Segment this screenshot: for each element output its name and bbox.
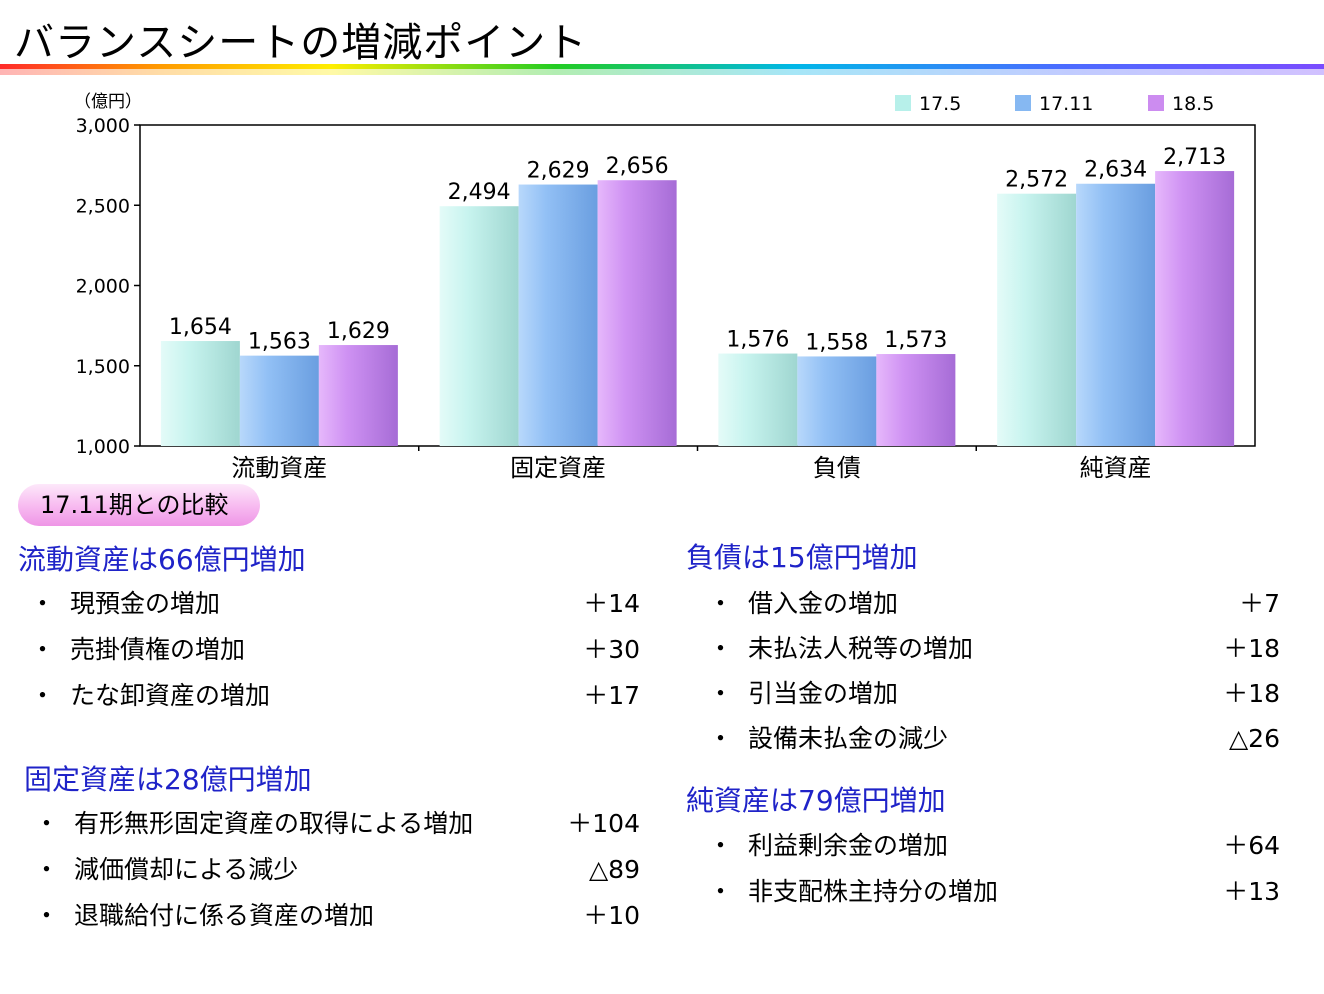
list-item-value: ＋104 bbox=[567, 809, 640, 838]
list-item-value: ＋30 bbox=[583, 635, 640, 664]
data-label: 2,494 bbox=[448, 180, 511, 205]
list-item-text: 未払法人税等の増加 bbox=[748, 634, 974, 663]
list-item-text: 設備未払金の減少 bbox=[748, 724, 949, 753]
x-category-label: 固定資産 bbox=[510, 454, 606, 482]
list-item-value: ＋7 bbox=[1239, 589, 1280, 618]
page-title: バランスシートの増減ポイント bbox=[14, 20, 588, 66]
bar-17.5 bbox=[439, 206, 519, 446]
data-label: 2,713 bbox=[1163, 145, 1226, 170]
bar-18.5 bbox=[1155, 171, 1235, 446]
fixed-assets-heading: 固定資産は28億円増加 bbox=[24, 763, 312, 796]
list-item-text: 利益剰余金の増加 bbox=[748, 831, 949, 860]
list-item: ・非支配株主持分の増加 ＋13 bbox=[708, 875, 1280, 909]
data-label: 2,634 bbox=[1084, 158, 1147, 183]
x-category-label: 負債 bbox=[813, 454, 861, 482]
liabilities-heading: 負債は15億円増加 bbox=[686, 541, 918, 574]
list-item-value: △89 bbox=[588, 855, 640, 884]
bullet-icon: ・ bbox=[708, 679, 734, 708]
list-item-text: 借入金の増加 bbox=[748, 589, 899, 618]
list-item-text: たな卸資産の増加 bbox=[70, 681, 271, 710]
legend-label: 17.11 bbox=[1039, 93, 1093, 115]
list-item: ・借入金の増加 ＋7 bbox=[708, 587, 1280, 621]
list-item: ・未払法人税等の増加 ＋18 bbox=[708, 632, 1280, 666]
list-item-value: ＋18 bbox=[1223, 634, 1280, 663]
list-item: ・売掛債権の増加 ＋30 bbox=[30, 633, 640, 667]
data-label: 1,563 bbox=[248, 330, 311, 355]
legend-label: 17.5 bbox=[919, 93, 961, 115]
current-assets-heading: 流動資産は66億円増加 bbox=[18, 543, 306, 576]
bullet-icon: ・ bbox=[34, 855, 60, 884]
bar-18.5 bbox=[876, 354, 956, 446]
list-item-text: 有形無形固定資産の取得による増加 bbox=[74, 809, 474, 838]
equity-heading: 純資産は79億円増加 bbox=[686, 784, 946, 817]
list-item: ・たな卸資産の増加 ＋17 bbox=[30, 679, 640, 713]
data-label: 1,558 bbox=[805, 330, 868, 355]
bar-17.11 bbox=[1076, 183, 1156, 447]
comparison-badge: 17.11期との比較 bbox=[18, 484, 260, 526]
list-item-value: △26 bbox=[1228, 724, 1280, 753]
list-item-value: ＋17 bbox=[583, 681, 640, 710]
list-item: ・引当金の増加 ＋18 bbox=[708, 677, 1280, 711]
bullet-icon: ・ bbox=[708, 634, 734, 663]
data-label: 1,573 bbox=[884, 328, 947, 353]
y-tick-label: 1,500 bbox=[76, 356, 130, 378]
list-item-text: 非支配株主持分の増加 bbox=[748, 877, 999, 906]
list-item: ・利益剰余金の増加 ＋64 bbox=[708, 829, 1280, 863]
legend-label: 18.5 bbox=[1172, 93, 1214, 115]
data-label: 2,572 bbox=[1005, 168, 1068, 193]
y-tick-label: 1,000 bbox=[76, 436, 130, 458]
bullet-icon: ・ bbox=[34, 901, 60, 930]
bar-chart: 1,000 1,500 2,000 2,500 3,000 （億円） 流動資産 1,654 1,… bbox=[74, 92, 1256, 482]
bar-17.11 bbox=[797, 356, 877, 446]
bullet-icon: ・ bbox=[30, 681, 56, 710]
bullet-icon: ・ bbox=[708, 724, 734, 753]
bullet-icon: ・ bbox=[708, 589, 734, 618]
list-item: ・退職給付に係る資産の増加 ＋10 bbox=[34, 899, 640, 933]
legend-swatch bbox=[1015, 95, 1031, 111]
list-item: ・減価償却による減少 △89 bbox=[34, 853, 640, 887]
bar-18.5 bbox=[318, 345, 398, 446]
bar-17.5 bbox=[997, 193, 1077, 446]
legend-swatch bbox=[895, 95, 911, 111]
list-item-text: 現預金の増加 bbox=[70, 589, 221, 618]
data-label: 1,629 bbox=[327, 319, 390, 344]
data-label: 2,656 bbox=[606, 154, 669, 179]
x-category-label: 流動資産 bbox=[231, 454, 327, 482]
list-item-text: 売掛債権の増加 bbox=[70, 635, 246, 664]
list-item-value: ＋18 bbox=[1223, 679, 1280, 708]
bar-18.5 bbox=[597, 180, 677, 446]
list-item-text: 引当金の増加 bbox=[748, 679, 899, 708]
bullet-icon: ・ bbox=[34, 809, 60, 838]
bar-17.5 bbox=[160, 341, 240, 446]
bar-17.11 bbox=[518, 184, 598, 446]
data-label: 1,576 bbox=[726, 328, 789, 353]
x-category-label: 純資産 bbox=[1080, 454, 1152, 482]
list-item: ・設備未払金の減少 △26 bbox=[708, 722, 1280, 756]
list-item-value: ＋13 bbox=[1223, 877, 1280, 906]
list-item-value: ＋14 bbox=[583, 589, 640, 618]
legend-swatch bbox=[1148, 95, 1164, 111]
data-label: 2,629 bbox=[527, 159, 590, 184]
y-unit-label: （億円） bbox=[74, 92, 142, 112]
rainbow-divider bbox=[0, 64, 1324, 75]
y-tick-label: 2,000 bbox=[76, 276, 130, 298]
list-item-text: 退職給付に係る資産の増加 bbox=[74, 901, 375, 930]
bar-17.5 bbox=[718, 353, 798, 446]
list-item: ・有形無形固定資産の取得による増加 ＋104 bbox=[34, 807, 640, 841]
y-tick-label: 2,500 bbox=[76, 195, 130, 217]
list-item-value: ＋10 bbox=[583, 901, 640, 930]
list-item-value: ＋64 bbox=[1223, 831, 1280, 860]
y-tick-label: 3,000 bbox=[76, 115, 130, 137]
bullet-icon: ・ bbox=[30, 589, 56, 618]
bullet-icon: ・ bbox=[30, 635, 56, 664]
data-label: 1,654 bbox=[169, 315, 232, 340]
bullet-icon: ・ bbox=[708, 877, 734, 906]
list-item-text: 減価償却による減少 bbox=[74, 855, 299, 884]
list-item: ・現預金の増加 ＋14 bbox=[30, 587, 640, 621]
bullet-icon: ・ bbox=[708, 831, 734, 860]
bar-17.11 bbox=[239, 355, 319, 446]
